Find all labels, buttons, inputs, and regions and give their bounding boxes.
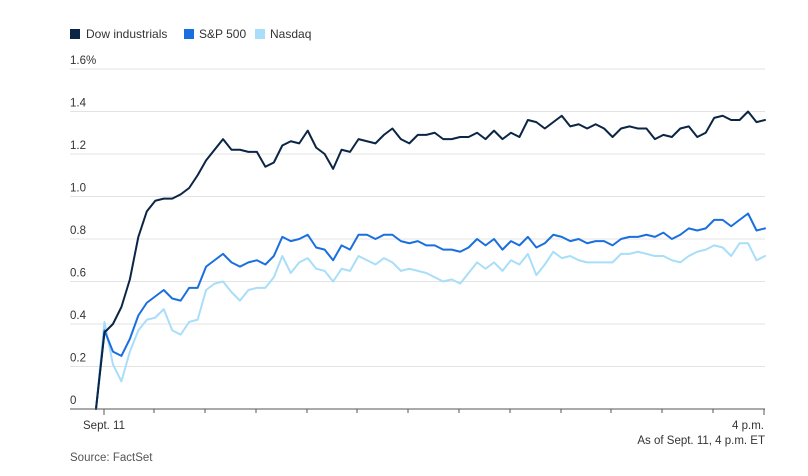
y-tick-label: 0.2 [70, 353, 86, 365]
y-tick-label: 1.6% [70, 55, 96, 67]
series-line-sp500 [95, 212, 766, 410]
legend-swatch-sp500 [184, 29, 194, 39]
y-axis-labels: 0 0.2 0.4 0.6 0.8 1.0 1.2 1.4 1.6% [70, 55, 96, 407]
y-tick-label: 0 [70, 395, 76, 407]
legend-swatch-nasdaq [255, 29, 265, 39]
y-tick-label: 0.6 [70, 268, 86, 280]
legend-label-nasdaq: Nasdaq [270, 27, 311, 41]
y-tick-label: 1.4 [70, 98, 87, 110]
legend: Dow industrials S&P 500 Nasdaq [70, 27, 311, 41]
y-tick-label: 1.2 [70, 140, 86, 152]
legend-label-sp500: S&P 500 [199, 27, 246, 41]
y-tick-label: 0.4 [70, 310, 87, 322]
series-lines [95, 110, 766, 410]
time-note: As of Sept. 11, 4 p.m. ET [637, 435, 765, 447]
x-axis [70, 408, 765, 415]
source-note: Source: FactSet [70, 452, 153, 464]
legend-label-dow: Dow industrials [86, 27, 167, 41]
x-tick-label-start: Sept. 11 [83, 420, 125, 432]
series-line-dow [95, 110, 766, 410]
legend-swatch-dow [70, 29, 80, 39]
series-line-nasdaq [95, 242, 766, 410]
y-tick-label: 1.0 [70, 183, 86, 195]
x-tick-label-end: 4 p.m. [732, 420, 764, 432]
gridlines [70, 68, 765, 367]
y-tick-label: 0.8 [70, 225, 86, 237]
